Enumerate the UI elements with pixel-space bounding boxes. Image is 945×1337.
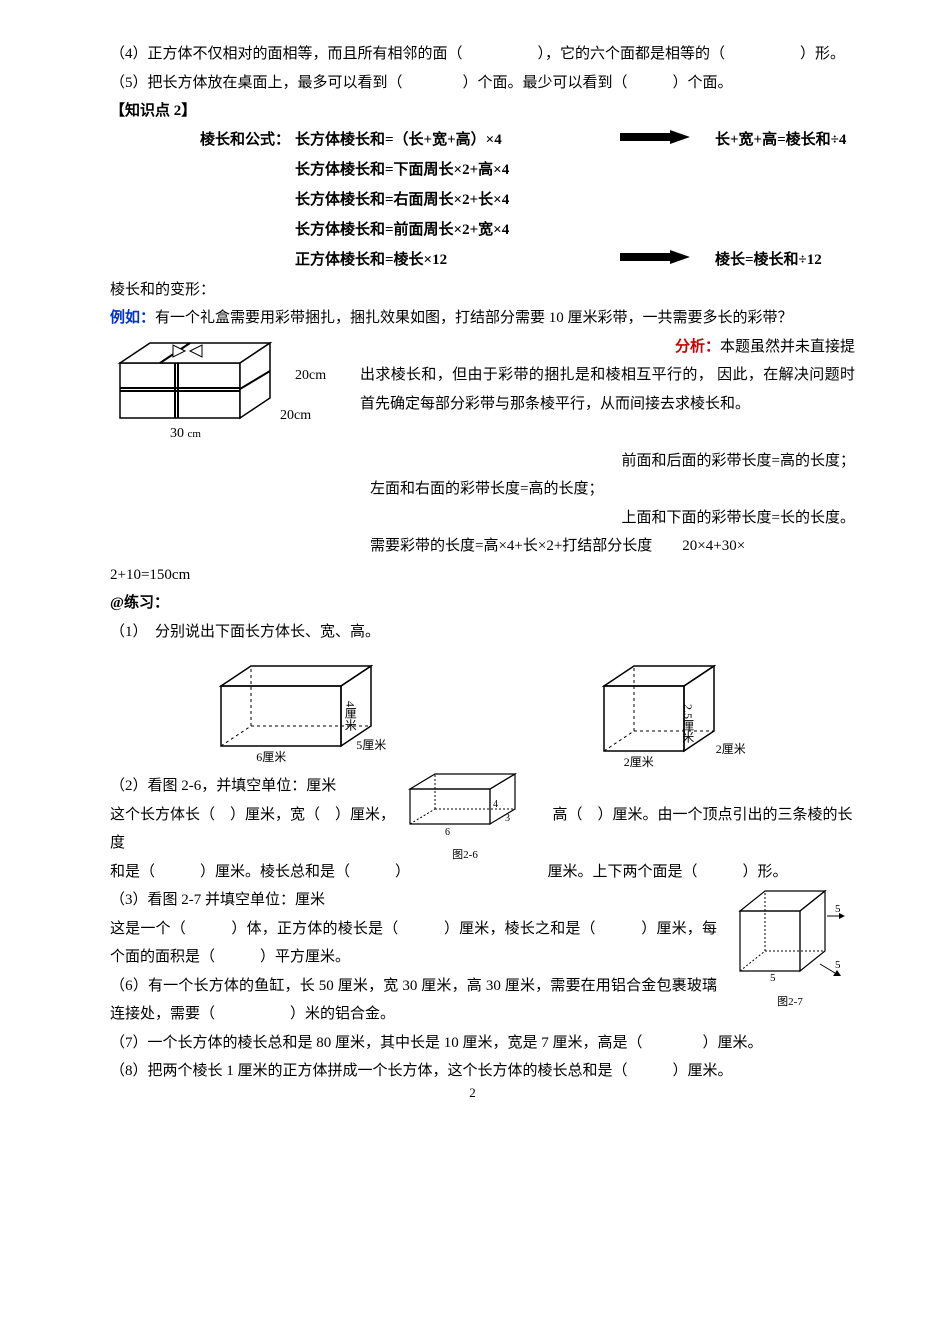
cuboid1-h: 4厘米 [338,701,361,731]
figure-2-7: 5 5 5 图2-7 [725,886,855,1012]
arrow-icon [595,126,715,155]
cuboid2-h: 2.5厘米 [676,704,699,743]
cuboid-2: 2.5厘米 2厘米 2厘米 [594,656,754,766]
analysis-label: 分析： [675,339,720,355]
svg-text:5: 5 [835,959,841,971]
example-line: 例如：有一个礼盒需要用彩带捆扎，捆扎效果如图，打结部分需要 10 厘米彩带，一共… [110,304,855,333]
question-5: （5）把长方体放在桌面上，最多可以看到（ ）个面。最少可以看到（ ）个面。 [110,69,855,98]
ribbon-fb: 前面和后面的彩带长度=高的长度； [110,447,855,476]
formula-left-0: 长方体棱长和=（长+宽+高）×4 [295,126,595,155]
example-question: 有一个礼盒需要用彩带捆扎，捆扎效果如图，打结部分需要 10 厘米彩带，一共需要多… [155,310,793,326]
formula-left-2: 长方体棱长和=右面周长×2+长×4 [295,186,595,215]
formula-left-4: 正方体棱长和=棱长×12 [295,246,595,275]
formula-left-3: 长方体棱长和=前面周长×2+宽×4 [295,216,595,245]
box-width-label: 30 cm [170,421,201,443]
cuboid-1: 4厘米 5厘米 6厘米 [211,656,391,766]
example-label: 例如： [110,310,155,326]
practice-7: （7）一个长方体的棱长总和是 80 厘米，其中长是 10 厘米，宽是 7 厘米，… [110,1029,855,1058]
svg-text:4: 4 [493,799,498,810]
example-figure-block: 20cm 20cm 30 cm 分析：本题虽然并未直接提 出求棱长和，但由于彩带… [110,333,855,443]
practice-label: @练习： [110,589,855,618]
arrow-icon [595,246,715,275]
formula-right-4: 棱长=棱长和÷12 [715,246,855,275]
q3-block: 5 5 5 图2-7 （3）看图 2-7 并填空单位：厘米 这是一个（ ）体，正… [110,886,855,1029]
practice-1: （1） 分别说出下面长方体长、宽、高。 [110,618,855,647]
formula-block: 棱长和公式： 长方体棱长和=（长+宽+高）×4 长+宽+高=棱长和÷4 长方体棱… [200,126,855,276]
knowledge-point-2-heading: 【知识点 2】 [110,97,855,126]
svg-text:5: 5 [770,972,776,984]
ribbon-result: 2+10=150cm [110,561,855,590]
fig27-caption: 图2-7 [725,992,855,1013]
cuboid2-l: 2厘米 [624,751,654,774]
box-depth-label: 20cm [280,403,311,430]
cuboid1-w: 5厘米 [356,734,386,757]
ribbon-lr: 左面和右面的彩带长度=高的长度； [370,475,855,504]
svg-text:3: 3 [505,813,510,824]
formula-title: 棱长和公式： [200,126,295,155]
svg-text:6: 6 [445,827,450,838]
formula-left-1: 长方体棱长和=下面周长×2+高×4 [295,156,595,185]
cuboid2-w: 2厘米 [716,738,746,761]
gift-box-figure: 20cm 20cm 30 cm [110,333,360,443]
page: （4）正方体不仅相对的面相等，而且所有相邻的面（ ），它的六个面都是相等的（ ）… [0,0,945,1116]
fig26-caption: 图2-6 [400,845,530,866]
question-4: （4）正方体不仅相对的面相等，而且所有相邻的面（ ），它的六个面都是相等的（ ）… [110,40,855,69]
box-height-label: 20cm [295,363,326,390]
formula-right-0: 长+宽+高=棱长和÷4 [715,126,855,155]
cuboid-row: 4厘米 5厘米 6厘米 2.5厘米 2厘米 2厘米 [110,656,855,766]
ribbon-formula: 需要彩带的长度=高×4+长×2+打结部分长度 20×4+30× [370,532,855,561]
transform-title: 棱长和的变形： [110,276,855,305]
svg-text:5: 5 [835,903,841,915]
ribbon-tb: 上面和下面的彩带长度=长的长度。 [110,504,855,533]
figure-2-6: 4 3 6 图2-6 [400,769,530,866]
cuboid1-l: 6厘米 [256,746,286,769]
q2-block: 4 3 6 图2-6 这个长方体长（ ）厘米，宽（ ）厘米， 高（ ）厘米。由一… [110,801,855,887]
page-number: 2 [0,1081,945,1106]
